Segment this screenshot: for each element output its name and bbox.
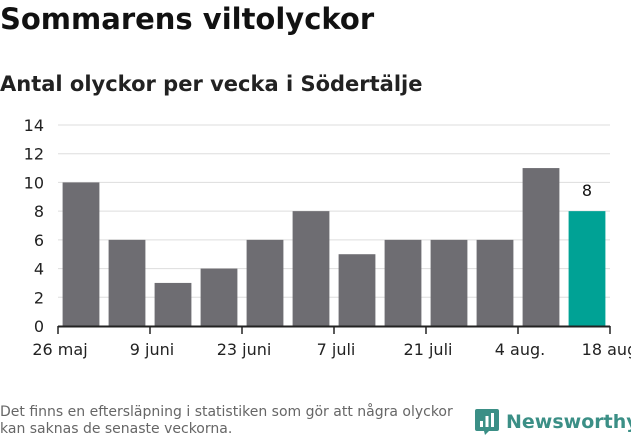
- bar: [384, 239, 422, 326]
- brand-name: Newsworthy: [506, 411, 631, 433]
- bars: [62, 168, 606, 326]
- bar-chart: 0 2 4 6 8 10 12 14 8 26 maj 9 juni 23 juni 7 juli 21 …: [24, 116, 631, 359]
- bar: [476, 239, 514, 326]
- bar-highlight: [568, 211, 606, 326]
- bar: [200, 268, 238, 326]
- x-tick-label: 23 juni: [217, 340, 272, 359]
- bar: [246, 239, 284, 326]
- bar: [430, 239, 468, 326]
- grid-lines: [58, 124, 610, 298]
- bar: [522, 168, 560, 326]
- bar-chart-badge-icon: [475, 409, 499, 435]
- y-tick-label: 4: [34, 260, 44, 279]
- axes: [57, 325, 611, 334]
- y-tick-label: 12: [24, 145, 44, 164]
- bar: [292, 211, 330, 326]
- y-tick-label: 2: [34, 288, 44, 307]
- chart-subtitle: Antal olyckor per vecka i Södertälje: [0, 72, 423, 96]
- y-tick-label: 0: [34, 317, 44, 336]
- footnote: Det finns en eftersläpning i statistiken…: [0, 404, 453, 437]
- bar: [154, 282, 192, 326]
- x-tick-label: 4 aug.: [495, 340, 545, 359]
- labels: 0 2 4 6 8 10 12 14 8 26 maj 9 juni 23 juni 7 juli 21 …: [24, 116, 631, 359]
- y-tick-label: 6: [34, 231, 44, 250]
- x-tick-label: 26 maj: [32, 340, 87, 359]
- x-tick-label: 18 aug.: [582, 340, 631, 359]
- chart-title: Sommarens viltolyckor: [0, 2, 375, 36]
- bar: [338, 254, 376, 326]
- bar: [62, 182, 100, 326]
- brand-logo-link[interactable]: Newsworthy: [474, 406, 631, 438]
- x-tick-label: 7 juli: [317, 340, 356, 359]
- y-tick-label: 10: [24, 173, 44, 192]
- x-tick-label: 21 juli: [404, 340, 453, 359]
- x-tick-label: 9 juni: [130, 340, 174, 359]
- bar: [108, 239, 146, 326]
- value-label: 8: [582, 181, 592, 200]
- y-tick-label: 14: [24, 116, 44, 135]
- y-tick-label: 8: [34, 202, 44, 221]
